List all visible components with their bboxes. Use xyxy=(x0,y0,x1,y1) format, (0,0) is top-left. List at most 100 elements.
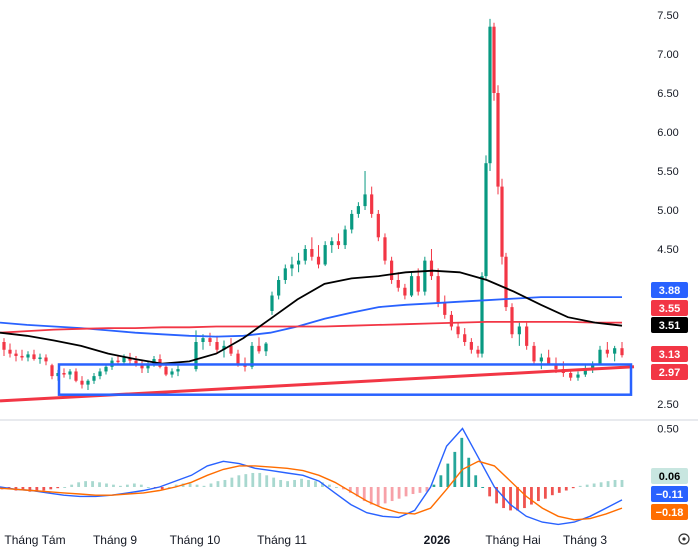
candle-body xyxy=(517,326,521,335)
candle-body xyxy=(330,241,334,246)
time-axis-label: Tháng 11 xyxy=(257,533,307,547)
macd-histogram-bar xyxy=(418,487,422,493)
candle-body xyxy=(74,371,78,381)
time-axis-label: Tháng 10 xyxy=(170,533,221,547)
price-tick-label: 6.50 xyxy=(657,88,678,100)
candle-body xyxy=(363,194,367,207)
macd-histogram-bar xyxy=(425,487,429,492)
candle-body xyxy=(429,260,434,277)
macd-histogram-bar xyxy=(21,487,25,491)
candle-body xyxy=(264,343,268,352)
candle-body xyxy=(547,357,551,364)
macd-histogram-bar xyxy=(237,475,241,487)
candle-body xyxy=(310,249,314,257)
macd-histogram-bar xyxy=(362,487,366,502)
time-axis-label: Tháng 9 xyxy=(93,533,137,547)
macd-histogram-bar xyxy=(91,481,94,487)
price-axis: 7.50 7.00 6.50 6.00 5.50 5.00 4.50 2.50 3.88 3.55… xyxy=(651,10,688,520)
moving-average-line-1 xyxy=(0,296,622,338)
macd-histogram-bar xyxy=(592,483,596,487)
macd-histogram-bar xyxy=(28,487,32,492)
macd-histogram-bar xyxy=(537,487,540,502)
price-badge-label: 3.13 xyxy=(659,349,680,361)
macd-histogram-bar xyxy=(272,477,276,487)
candle-body xyxy=(92,376,96,381)
candle-body xyxy=(283,268,287,280)
macd-histogram-bar xyxy=(578,485,582,487)
annotations xyxy=(0,363,635,403)
macd-histogram-bar xyxy=(397,487,401,499)
macd-histogram-bar xyxy=(132,483,136,487)
macd-histogram-bar xyxy=(599,482,603,487)
macd-histogram-bar xyxy=(341,487,345,490)
candle-body xyxy=(605,349,609,354)
candle-body xyxy=(396,280,400,288)
candle-body xyxy=(376,213,380,238)
macd-histogram-bar xyxy=(495,487,499,504)
macd-histogram-bar xyxy=(84,481,87,487)
macd-histogram-bar xyxy=(516,487,519,511)
price-tick-label: 7.00 xyxy=(657,49,678,61)
candle-body xyxy=(170,371,174,375)
macd-histogram-bar xyxy=(564,487,568,491)
macd-histogram-bar xyxy=(523,487,526,509)
price-badge-label: 3.51 xyxy=(659,320,680,332)
candle-body xyxy=(480,276,484,354)
macd-histogram-bar xyxy=(376,487,380,506)
macd-histogram-bar xyxy=(620,479,624,487)
macd-histogram-bar xyxy=(613,479,617,487)
macd-histogram-bar xyxy=(286,481,290,487)
candle-body xyxy=(469,342,473,350)
candle-body xyxy=(569,373,573,378)
macd-histogram-bar xyxy=(453,451,457,487)
candle-body xyxy=(356,206,360,214)
candle-body xyxy=(336,241,341,246)
macd-badge-label: 0.06 xyxy=(659,471,680,483)
candle-body xyxy=(152,359,156,364)
macd-histogram-bar xyxy=(543,487,547,499)
moving-averages xyxy=(0,269,623,365)
time-axis: Tháng Tám Tháng 9 Tháng 10 Tháng 11 2026 Thán… xyxy=(4,533,607,547)
macd-histogram-bar xyxy=(321,482,324,487)
candle-body xyxy=(591,363,595,369)
candle-body xyxy=(229,345,233,354)
time-axis-label: 2026 xyxy=(424,533,451,547)
candle-body xyxy=(303,249,307,261)
macd-histogram-bar xyxy=(119,485,122,487)
macd-histogram-bar xyxy=(300,478,303,487)
candle-body xyxy=(146,363,150,369)
candle-body xyxy=(504,256,508,308)
macd-histogram-bar xyxy=(348,487,352,493)
macd-histogram-bar xyxy=(446,463,450,487)
price-badge xyxy=(651,364,688,380)
macd-histogram-bar xyxy=(557,487,561,493)
candle-body xyxy=(532,345,536,362)
macd-histogram-bar xyxy=(334,487,338,488)
macd-histogram-bar xyxy=(530,487,533,505)
macd-histogram-bar xyxy=(174,484,178,487)
macd-histogram-bar xyxy=(244,474,248,487)
macd-tick-label: 0.50 xyxy=(657,424,678,436)
macd-histogram-bar xyxy=(432,484,436,487)
candle-body xyxy=(449,314,454,327)
price-tick-label: 6.00 xyxy=(657,127,678,139)
candle-body xyxy=(539,357,543,362)
macd-histogram-bar xyxy=(293,479,296,487)
candle-body xyxy=(208,338,212,342)
macd-histogram-bar xyxy=(209,483,213,487)
macd-histogram-bar xyxy=(460,437,464,487)
macd-histogram-bar xyxy=(223,479,227,487)
candle-body xyxy=(128,357,132,361)
macd-histogram-bar xyxy=(258,472,262,487)
price-badge-label: 3.88 xyxy=(659,285,680,297)
candle-body xyxy=(277,280,281,296)
candle-body xyxy=(50,365,54,377)
candle-body xyxy=(222,345,226,350)
candle-body xyxy=(598,349,602,364)
candle-body xyxy=(500,186,504,257)
candle-body xyxy=(576,374,580,378)
macd-histogram-bar xyxy=(369,487,373,505)
candle-body xyxy=(583,368,587,375)
settings-icon[interactable] xyxy=(678,533,690,545)
candle-body xyxy=(383,237,387,261)
